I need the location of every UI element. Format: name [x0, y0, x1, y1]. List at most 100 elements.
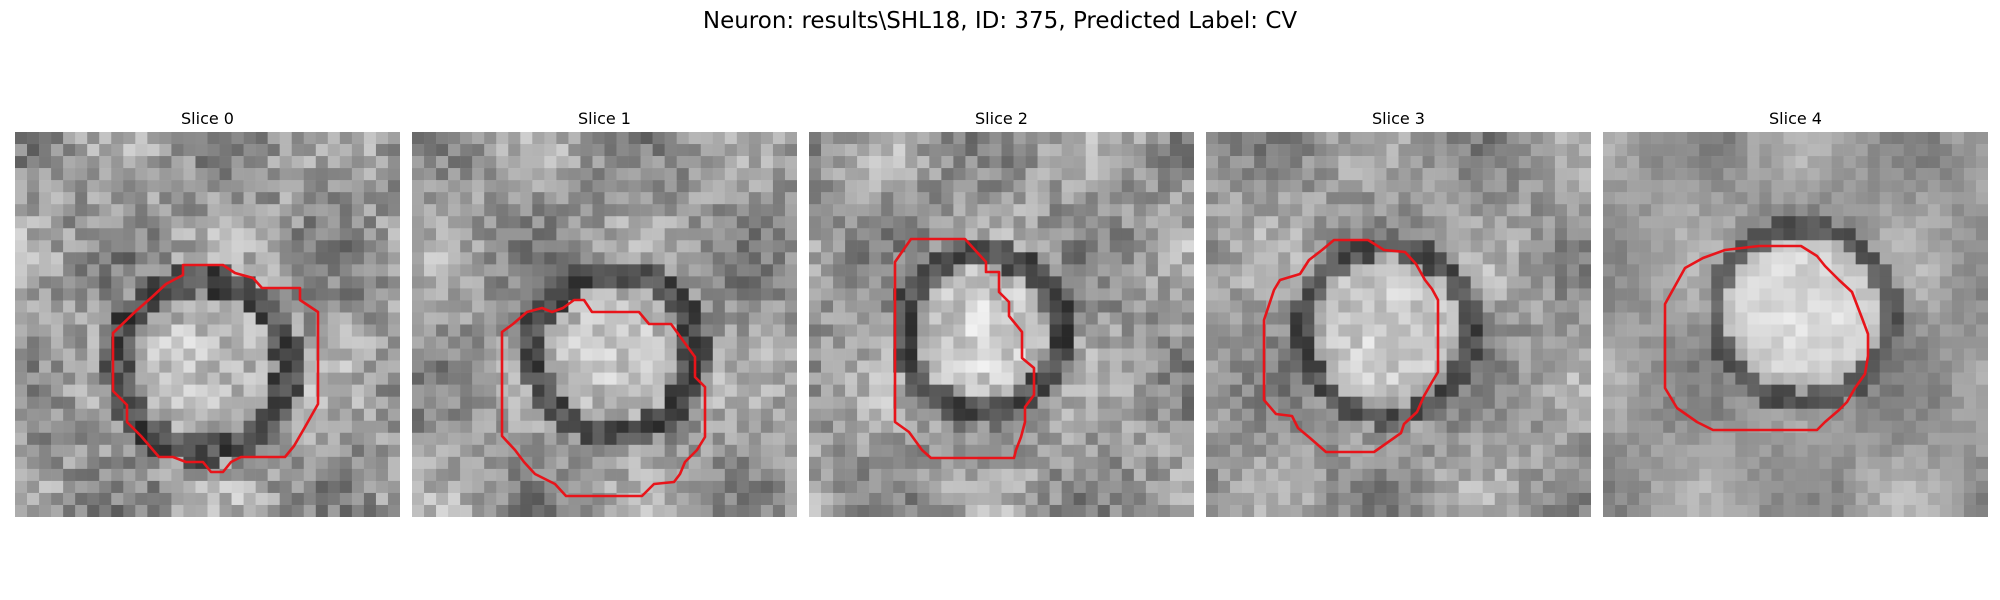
- image-pixel: [712, 396, 726, 410]
- image-pixel: [1314, 348, 1327, 361]
- image-pixel: [1819, 288, 1832, 301]
- image-pixel: [195, 384, 208, 397]
- image-pixel: [1133, 216, 1147, 229]
- image-pixel: [303, 228, 317, 241]
- image-pixel: [1218, 324, 1231, 337]
- image-pixel: [893, 276, 906, 289]
- image-pixel: [1302, 252, 1315, 265]
- image-pixel: [339, 252, 353, 265]
- image-pixel: [1145, 456, 1159, 470]
- image-pixel: [905, 492, 918, 506]
- image-pixel: [833, 252, 846, 265]
- image-pixel: [75, 204, 88, 217]
- image-pixel: [243, 204, 256, 217]
- image-pixel: [1807, 276, 1820, 289]
- image-pixel: [905, 180, 918, 193]
- image-pixel: [1542, 216, 1556, 229]
- image-pixel: [424, 324, 437, 337]
- image-pixel: [760, 264, 774, 277]
- image-pixel: [255, 372, 268, 385]
- image-pixel: [231, 504, 244, 517]
- image-pixel: [111, 312, 124, 325]
- image-pixel: [267, 480, 280, 494]
- image-pixel: [351, 372, 365, 385]
- image-pixel: [1169, 324, 1183, 337]
- image-pixel: [484, 372, 497, 385]
- image-pixel: [1157, 480, 1171, 494]
- image-pixel: [1651, 168, 1664, 181]
- image-pixel: [845, 144, 858, 157]
- image-pixel: [387, 132, 400, 145]
- image-pixel: [15, 144, 28, 157]
- image-pixel: [243, 156, 256, 169]
- image-pixel: [63, 312, 76, 325]
- image-pixel: [1663, 276, 1676, 289]
- image-pixel: [1254, 132, 1267, 145]
- image-pixel: [1230, 168, 1243, 181]
- image-pixel: [219, 192, 232, 205]
- image-pixel: [712, 300, 726, 313]
- image-pixel: [917, 192, 930, 205]
- image-pixel: [628, 300, 641, 313]
- image-pixel: [1735, 348, 1748, 361]
- image-pixel: [1879, 288, 1893, 301]
- image-pixel: [231, 240, 244, 253]
- image-pixel: [532, 384, 545, 397]
- image-pixel: [1675, 252, 1688, 265]
- image-pixel: [1867, 348, 1881, 361]
- image-pixel: [508, 252, 521, 265]
- image-pixel: [1783, 324, 1796, 337]
- image-pixel: [1675, 336, 1688, 349]
- image-pixel: [1049, 456, 1062, 470]
- image-pixel: [1975, 420, 1988, 434]
- image-pixel: [724, 264, 738, 277]
- image-pixel: [1470, 396, 1484, 410]
- image-pixel: [1939, 300, 1953, 313]
- image-pixel: [1627, 216, 1640, 229]
- image-pixel: [1795, 444, 1808, 458]
- image-pixel: [953, 252, 966, 265]
- image-pixel: [424, 216, 437, 229]
- image-pixel: [1470, 372, 1484, 385]
- image-pixel: [1398, 336, 1411, 349]
- image-pixel: [1085, 288, 1099, 301]
- image-pixel: [387, 240, 400, 253]
- image-pixel: [255, 504, 268, 517]
- image-pixel: [1759, 312, 1772, 325]
- image-pixel: [15, 300, 28, 313]
- image-pixel: [520, 264, 533, 277]
- image-pixel: [532, 276, 545, 289]
- image-pixel: [1073, 492, 1087, 506]
- image-pixel: [809, 288, 822, 301]
- image-pixel: [195, 324, 208, 337]
- image-pixel: [1687, 372, 1700, 385]
- image-pixel: [1290, 384, 1303, 397]
- image-pixel: [75, 408, 88, 422]
- image-pixel: [1639, 300, 1652, 313]
- image-pixel: [772, 456, 786, 470]
- image-pixel: [1338, 144, 1351, 157]
- image-pixel: [1145, 480, 1159, 494]
- image-pixel: [604, 420, 617, 434]
- image-pixel: [628, 252, 641, 265]
- image-pixel: [291, 348, 305, 361]
- image-pixel: [99, 348, 112, 361]
- image-pixel: [1037, 312, 1050, 325]
- image-pixel: [1049, 348, 1062, 361]
- image-pixel: [39, 480, 52, 494]
- image-pixel: [1939, 264, 1953, 277]
- image-pixel: [1530, 360, 1544, 373]
- image-pixel: [1542, 456, 1556, 470]
- image-pixel: [628, 348, 641, 361]
- image-pixel: [1350, 252, 1363, 265]
- slice-image: [412, 132, 797, 517]
- figure-title: Neuron: results\SHL18, ID: 375, Predicte…: [702, 8, 1298, 34]
- image-pixel: [472, 492, 485, 506]
- image-pixel: [75, 192, 88, 205]
- image-pixel: [1747, 204, 1760, 217]
- image-pixel: [291, 168, 305, 181]
- image-pixel: [339, 192, 353, 205]
- image-pixel: [339, 444, 353, 458]
- image-pixel: [1422, 420, 1435, 434]
- image-pixel: [1771, 336, 1784, 349]
